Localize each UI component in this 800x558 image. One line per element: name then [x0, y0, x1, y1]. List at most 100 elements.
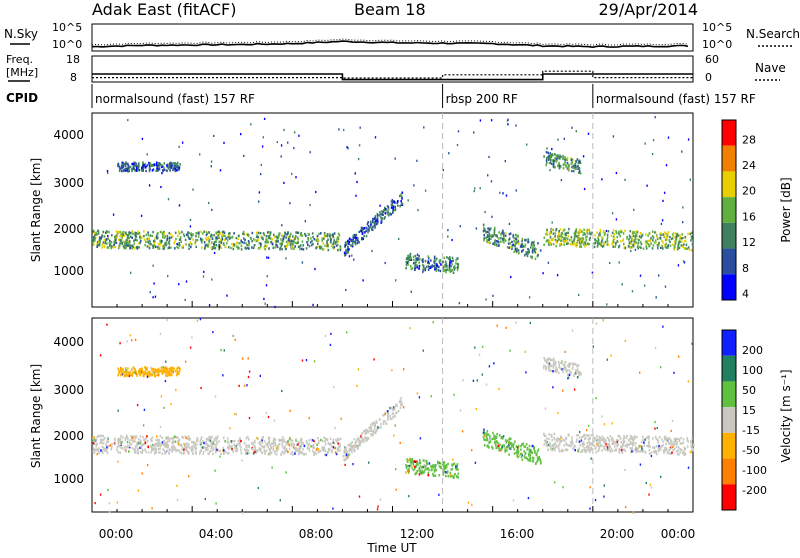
echo-cell — [380, 423, 382, 426]
echo-cell — [690, 239, 692, 242]
echo-cell — [300, 441, 303, 444]
echo-cell — [606, 238, 608, 241]
echo-cell — [140, 214, 143, 217]
echo-cell — [563, 228, 566, 231]
echo-cell — [613, 442, 615, 445]
echo-cell — [562, 389, 564, 392]
power-ylabel: Slant Range [km] — [29, 158, 43, 262]
echo-cell — [343, 251, 346, 254]
echo-cell — [185, 360, 187, 363]
echo-cell — [355, 236, 358, 239]
echo-cell — [679, 235, 681, 238]
echo-cell — [181, 446, 184, 450]
echo-cell — [561, 359, 563, 363]
echo-cell — [496, 244, 498, 248]
echo-cell — [558, 166, 561, 169]
echo-cell — [343, 458, 345, 461]
echo-cell — [457, 472, 460, 475]
echo-cell — [492, 235, 494, 238]
echo-cell — [552, 362, 555, 365]
echo-cell — [554, 438, 556, 441]
echo-cell — [537, 448, 540, 451]
echo-cell — [424, 465, 427, 468]
echo-cell — [557, 236, 559, 239]
echo-cell — [164, 450, 166, 453]
echo-cell — [365, 428, 367, 431]
echo-cell — [558, 443, 561, 446]
echo-cell — [662, 325, 664, 328]
echo-cell — [140, 446, 143, 449]
echo-cell — [152, 164, 154, 167]
echo-cell — [199, 452, 201, 455]
echo-cell — [162, 448, 164, 451]
echo-cell — [101, 235, 103, 239]
echo-cell — [281, 234, 283, 237]
echo-cell — [609, 435, 612, 438]
echo-cell — [269, 447, 272, 450]
echo-cell — [387, 414, 389, 417]
echo-cell — [287, 239, 290, 242]
echo-cell — [581, 442, 584, 446]
echo-cell — [443, 256, 446, 260]
power-colorbar-label: Power [dB] — [779, 177, 793, 242]
echo-cell — [157, 236, 159, 239]
echo-cell — [656, 244, 659, 247]
echo-cell — [299, 451, 301, 455]
echo-cell — [240, 452, 243, 455]
echo-cell — [174, 240, 176, 243]
echo-cell — [641, 435, 644, 438]
echo-cell — [565, 164, 567, 167]
echo-cell — [621, 283, 623, 286]
echo-cell — [178, 204, 181, 207]
echo-cell — [521, 237, 524, 241]
echo-cell — [226, 441, 229, 444]
echo-cell — [391, 407, 394, 411]
echo-cell — [408, 468, 410, 471]
echo-cell — [142, 163, 144, 166]
echo-cell — [607, 448, 610, 451]
echo-cell — [245, 242, 247, 245]
echo-cell — [563, 157, 565, 160]
echo-cell — [555, 154, 558, 158]
echo-cell — [451, 256, 454, 260]
echo-cell — [171, 445, 174, 448]
echo-cell — [229, 427, 231, 430]
echo-cell — [134, 371, 136, 374]
echo-cell — [366, 430, 368, 433]
echo-cell — [344, 463, 346, 466]
echo-cell — [498, 387, 500, 391]
echo-cell — [632, 245, 635, 248]
echo-cell — [533, 248, 536, 251]
echo-cell — [165, 372, 167, 376]
echo-cell — [157, 367, 160, 371]
echo-cell — [244, 238, 246, 242]
echo-cell — [147, 234, 150, 237]
echo-cell — [565, 436, 567, 440]
echo-cell — [216, 442, 218, 445]
echo-cell — [514, 233, 517, 237]
echo-cell — [573, 237, 576, 240]
echo-cell — [129, 334, 132, 337]
echo-cell — [358, 230, 361, 234]
echo-cell — [95, 231, 97, 234]
echo-cell — [573, 444, 576, 447]
echo-cell — [537, 457, 540, 460]
echo-cell — [196, 231, 198, 235]
echo-cell — [338, 438, 340, 441]
echo-cell — [178, 372, 180, 375]
echo-cell — [500, 448, 503, 451]
echo-cell — [616, 235, 619, 239]
echo-cell — [485, 383, 488, 386]
echo-cell — [410, 267, 413, 271]
echo-cell — [409, 265, 412, 268]
echo-cell — [552, 357, 555, 361]
echo-cell — [258, 447, 261, 450]
echo-cell — [376, 217, 379, 220]
echo-cell — [651, 234, 654, 238]
echo-cell — [120, 232, 123, 236]
echo-cell — [594, 499, 597, 502]
echo-cell — [168, 370, 170, 373]
echo-cell — [687, 246, 690, 249]
echo-cell — [559, 438, 561, 441]
echo-cell — [133, 246, 136, 250]
